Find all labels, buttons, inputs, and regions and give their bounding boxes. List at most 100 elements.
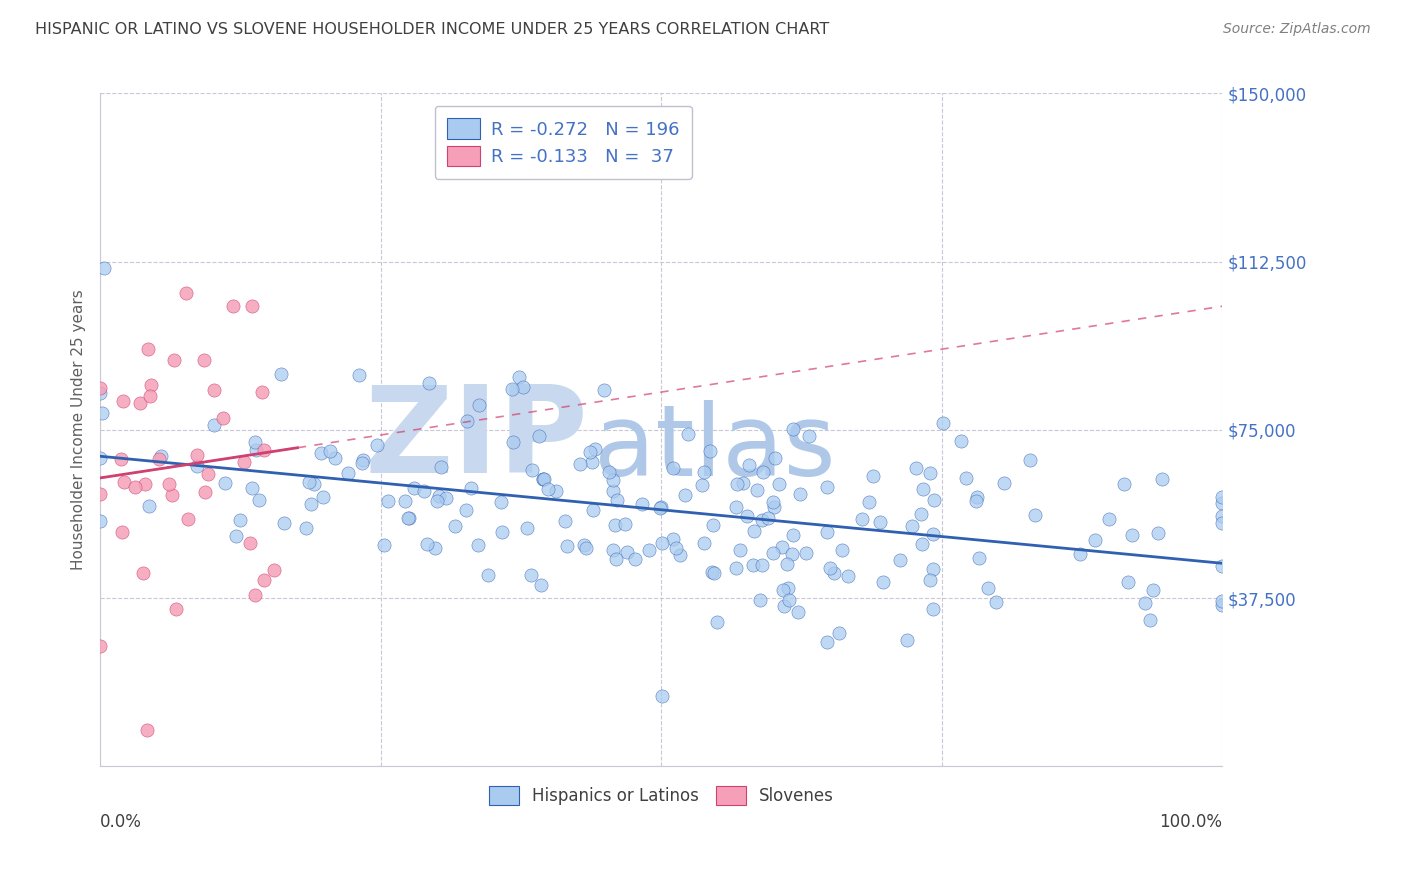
- Point: [299, 497, 322, 511]
- Point: [651, 689, 673, 703]
- Point: [794, 546, 817, 560]
- Point: [467, 398, 489, 412]
- Point: [1152, 472, 1174, 486]
- Point: [112, 475, 135, 490]
- Point: [637, 543, 659, 558]
- Point: [725, 476, 748, 491]
- Point: [778, 592, 800, 607]
- Point: [427, 489, 450, 503]
- Point: [418, 376, 440, 390]
- Point: [531, 472, 554, 486]
- Point: [214, 475, 236, 490]
- Point: [533, 472, 555, 486]
- Point: [748, 593, 770, 607]
- Point: [89, 450, 111, 465]
- Point: [581, 455, 603, 469]
- Point: [477, 567, 499, 582]
- Point: [797, 428, 820, 442]
- Point: [366, 438, 388, 452]
- Point: [605, 551, 627, 566]
- Point: [111, 525, 134, 540]
- Point: [756, 511, 779, 525]
- Point: [1084, 533, 1107, 547]
- Point: [491, 524, 513, 539]
- Point: [263, 563, 285, 577]
- Point: [202, 418, 225, 433]
- Point: [630, 497, 652, 511]
- Point: [977, 582, 1000, 596]
- Y-axis label: Householder Income Under 25 years: Householder Income Under 25 years: [72, 290, 86, 570]
- Point: [780, 548, 803, 562]
- Point: [89, 639, 111, 653]
- Point: [377, 493, 399, 508]
- Point: [910, 507, 932, 521]
- Point: [136, 723, 159, 738]
- Point: [1211, 490, 1233, 504]
- Point: [89, 380, 111, 394]
- Point: [1211, 516, 1233, 530]
- Point: [969, 550, 991, 565]
- Point: [110, 452, 132, 467]
- Point: [148, 452, 170, 467]
- Point: [1211, 594, 1233, 608]
- Point: [1211, 496, 1233, 510]
- Point: [537, 482, 560, 496]
- Point: [605, 517, 627, 532]
- Point: [1211, 558, 1233, 573]
- Point: [454, 503, 477, 517]
- Point: [1135, 596, 1157, 610]
- Point: [770, 540, 793, 554]
- Point: [225, 529, 247, 543]
- Point: [1019, 453, 1042, 467]
- Point: [818, 561, 841, 575]
- Point: [922, 562, 945, 576]
- Point: [1142, 582, 1164, 597]
- Point: [950, 434, 973, 448]
- Point: [112, 393, 135, 408]
- Point: [598, 466, 620, 480]
- Point: [134, 477, 156, 491]
- Point: [413, 484, 436, 499]
- Point: [851, 512, 873, 526]
- Point: [128, 396, 150, 410]
- Point: [350, 456, 373, 470]
- Point: [554, 514, 576, 528]
- Point: [176, 285, 198, 300]
- Point: [869, 515, 891, 529]
- Point: [751, 513, 773, 527]
- Point: [761, 495, 783, 509]
- Point: [751, 558, 773, 573]
- Point: [872, 574, 894, 589]
- Point: [138, 499, 160, 513]
- Text: Source: ZipAtlas.com: Source: ZipAtlas.com: [1223, 22, 1371, 37]
- Point: [157, 477, 180, 491]
- Point: [725, 561, 748, 575]
- Point: [912, 483, 935, 497]
- Point: [911, 537, 934, 551]
- Point: [139, 378, 162, 392]
- Point: [89, 486, 111, 500]
- Point: [132, 566, 155, 580]
- Point: [668, 548, 690, 562]
- Point: [776, 581, 799, 595]
- Point: [467, 538, 489, 552]
- Point: [932, 417, 955, 431]
- Point: [776, 557, 799, 571]
- Point: [920, 467, 942, 481]
- Point: [1116, 574, 1139, 589]
- Point: [202, 383, 225, 397]
- Point: [706, 615, 728, 629]
- Text: atlas: atlas: [593, 401, 835, 497]
- Point: [1121, 527, 1143, 541]
- Point: [502, 435, 524, 450]
- Point: [815, 480, 838, 494]
- Point: [194, 485, 217, 500]
- Point: [240, 481, 263, 495]
- Text: 0.0%: 0.0%: [100, 814, 142, 831]
- Point: [624, 552, 647, 566]
- Point: [460, 481, 482, 495]
- Point: [700, 565, 723, 579]
- Point: [966, 491, 988, 505]
- Point: [752, 465, 775, 479]
- Point: [337, 466, 360, 480]
